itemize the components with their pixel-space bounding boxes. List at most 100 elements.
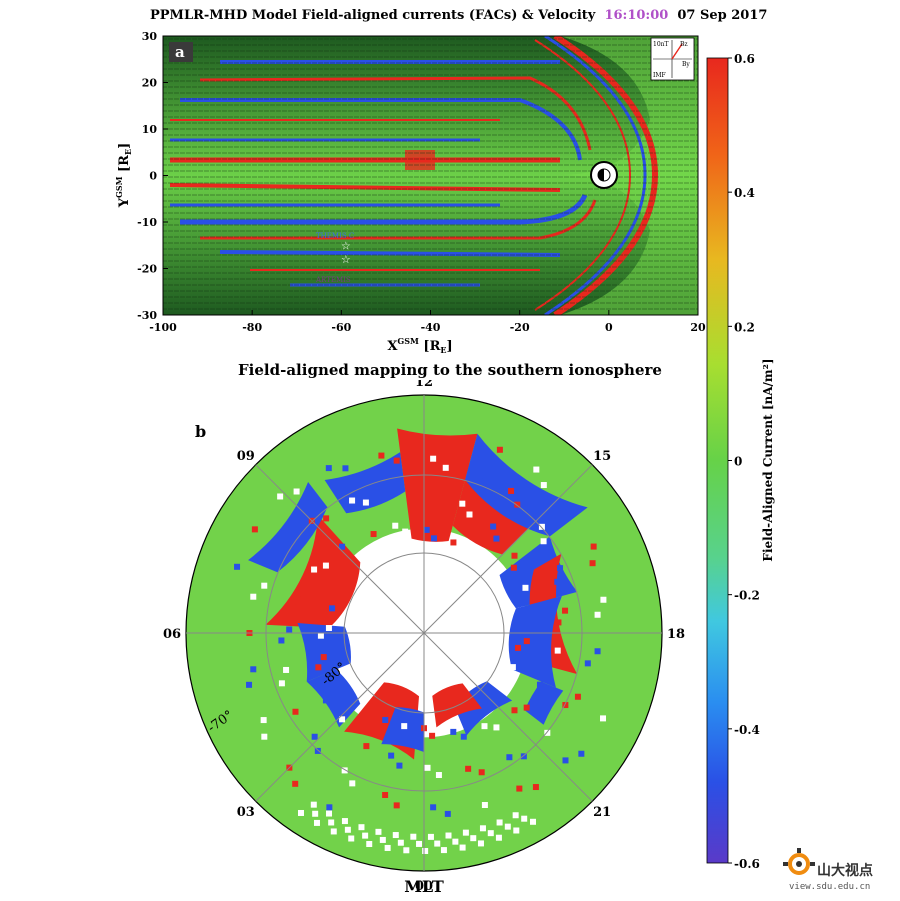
fac-cell [523,638,530,645]
x-tick-label: -40 [421,321,441,334]
colorbar-ticks: 0.6 0.4 0.2 0 -0.2 -0.4 -0.6 [728,52,760,871]
themis-c-label: THEMIS C [316,232,354,240]
current-band [248,481,328,573]
y-tick-label: -30 [137,309,157,322]
fac-cell [384,844,391,851]
mlt-label: 18 [667,627,685,642]
fac-cell [460,733,467,740]
y-axis-label: YGSM [RE] [114,143,133,209]
fac-cell [506,754,513,761]
fac-cell [313,819,320,826]
fac-cell [277,493,284,500]
fac-cell [530,818,536,825]
fac-cell [442,464,449,471]
fac-cell [416,840,423,847]
fac-cell [516,785,523,792]
fac-cell [322,562,329,569]
fac-cell [375,828,382,835]
fac-cell [459,500,466,507]
fac-cell [261,733,268,740]
fac-cell [578,750,585,757]
fac-cell [554,647,561,654]
fac-cell [495,834,502,841]
fac-cell [311,566,318,573]
colorbar-tick-label: -0.2 [734,589,760,603]
fac-cell [496,446,503,453]
mlt-label: 15 [593,449,611,464]
fac-cell [430,804,437,811]
fac-cell [521,815,528,822]
imf-inset: 10nT Bz By IMF [650,37,695,81]
fac-cell [522,584,529,591]
fac-cell [362,499,369,506]
y-tick-label: 0 [149,170,157,183]
fac-cell [348,835,355,842]
fac-cell [315,664,322,671]
fac-cell [250,666,257,673]
fac-cell [341,767,348,774]
x-tick-label: -80 [242,321,262,334]
mlt-label: 12 [415,380,433,390]
imf-scale-label: 10nT [653,41,669,48]
fac-cell [540,482,547,489]
spacecraft-star: ☆ [341,253,351,266]
fac-cell [379,836,386,843]
fac-cell [490,523,497,530]
colorbar-gradient [706,57,729,864]
panel-a-heatmap: -100 -80 -60 -40 -20 0 20 30 20 10 0 -10 -20 -30 10nT… [114,30,706,355]
imf-by-label: By [682,61,690,68]
fac-cell [520,753,527,760]
current-band [297,623,351,682]
fac-cell [328,819,335,826]
mlt-spoke [423,464,593,634]
watermark-url: view.sdu.edu.cn [789,882,871,892]
spacecraft-markers: ☆☆ [341,239,351,266]
fac-cell [246,681,253,688]
current-band [465,433,588,537]
fac-cell [435,772,442,779]
fac-cell [358,824,365,831]
fac-cell [487,830,494,837]
fac-cell [349,497,356,504]
fac-cell [326,804,333,811]
fac-cell [481,723,488,730]
fac-cell [493,535,500,542]
fac-cell [431,495,438,502]
fac-cell [339,716,346,723]
fac-cell [562,607,569,614]
fac-cell [511,552,518,559]
fac-cell [459,844,466,851]
fac-cell [514,501,521,508]
colorbar: 0.6 0.4 0.2 0 -0.2 -0.4 -0.6 Field-Aligned Cur… [706,52,775,871]
fac-cell [325,625,332,632]
fac-cell [568,510,575,517]
fac-cell [508,487,515,494]
fac-cell [555,619,562,626]
colorbar-tick-label: 0 [734,455,742,469]
fac-cell [286,626,293,633]
fac-cell [323,515,330,522]
fac-cell [594,611,601,618]
fac-cell [554,578,561,585]
fac-cell [509,664,516,671]
fac-cell [397,839,404,846]
fac-cell [330,828,337,835]
fac-cell [283,666,290,673]
fac-cell [312,810,319,817]
fac-cell [287,543,294,550]
fac-cell [326,810,333,817]
fac-cell [293,488,300,495]
fac-cell [440,847,447,854]
fac-cell [504,823,511,830]
watermark-name: 山大视点 [817,863,873,879]
fac-cell [342,465,349,472]
mlt-spokes [186,395,662,871]
colorbar-label: Field-Aligned Current [nA/m²] [761,358,775,561]
fac-cell [278,637,285,644]
y-tick-label: -10 [137,216,157,229]
fac-cell [410,833,417,840]
fac-cell [393,457,400,464]
y-tick-label: 10 [142,123,158,136]
fac-cell [382,791,389,798]
